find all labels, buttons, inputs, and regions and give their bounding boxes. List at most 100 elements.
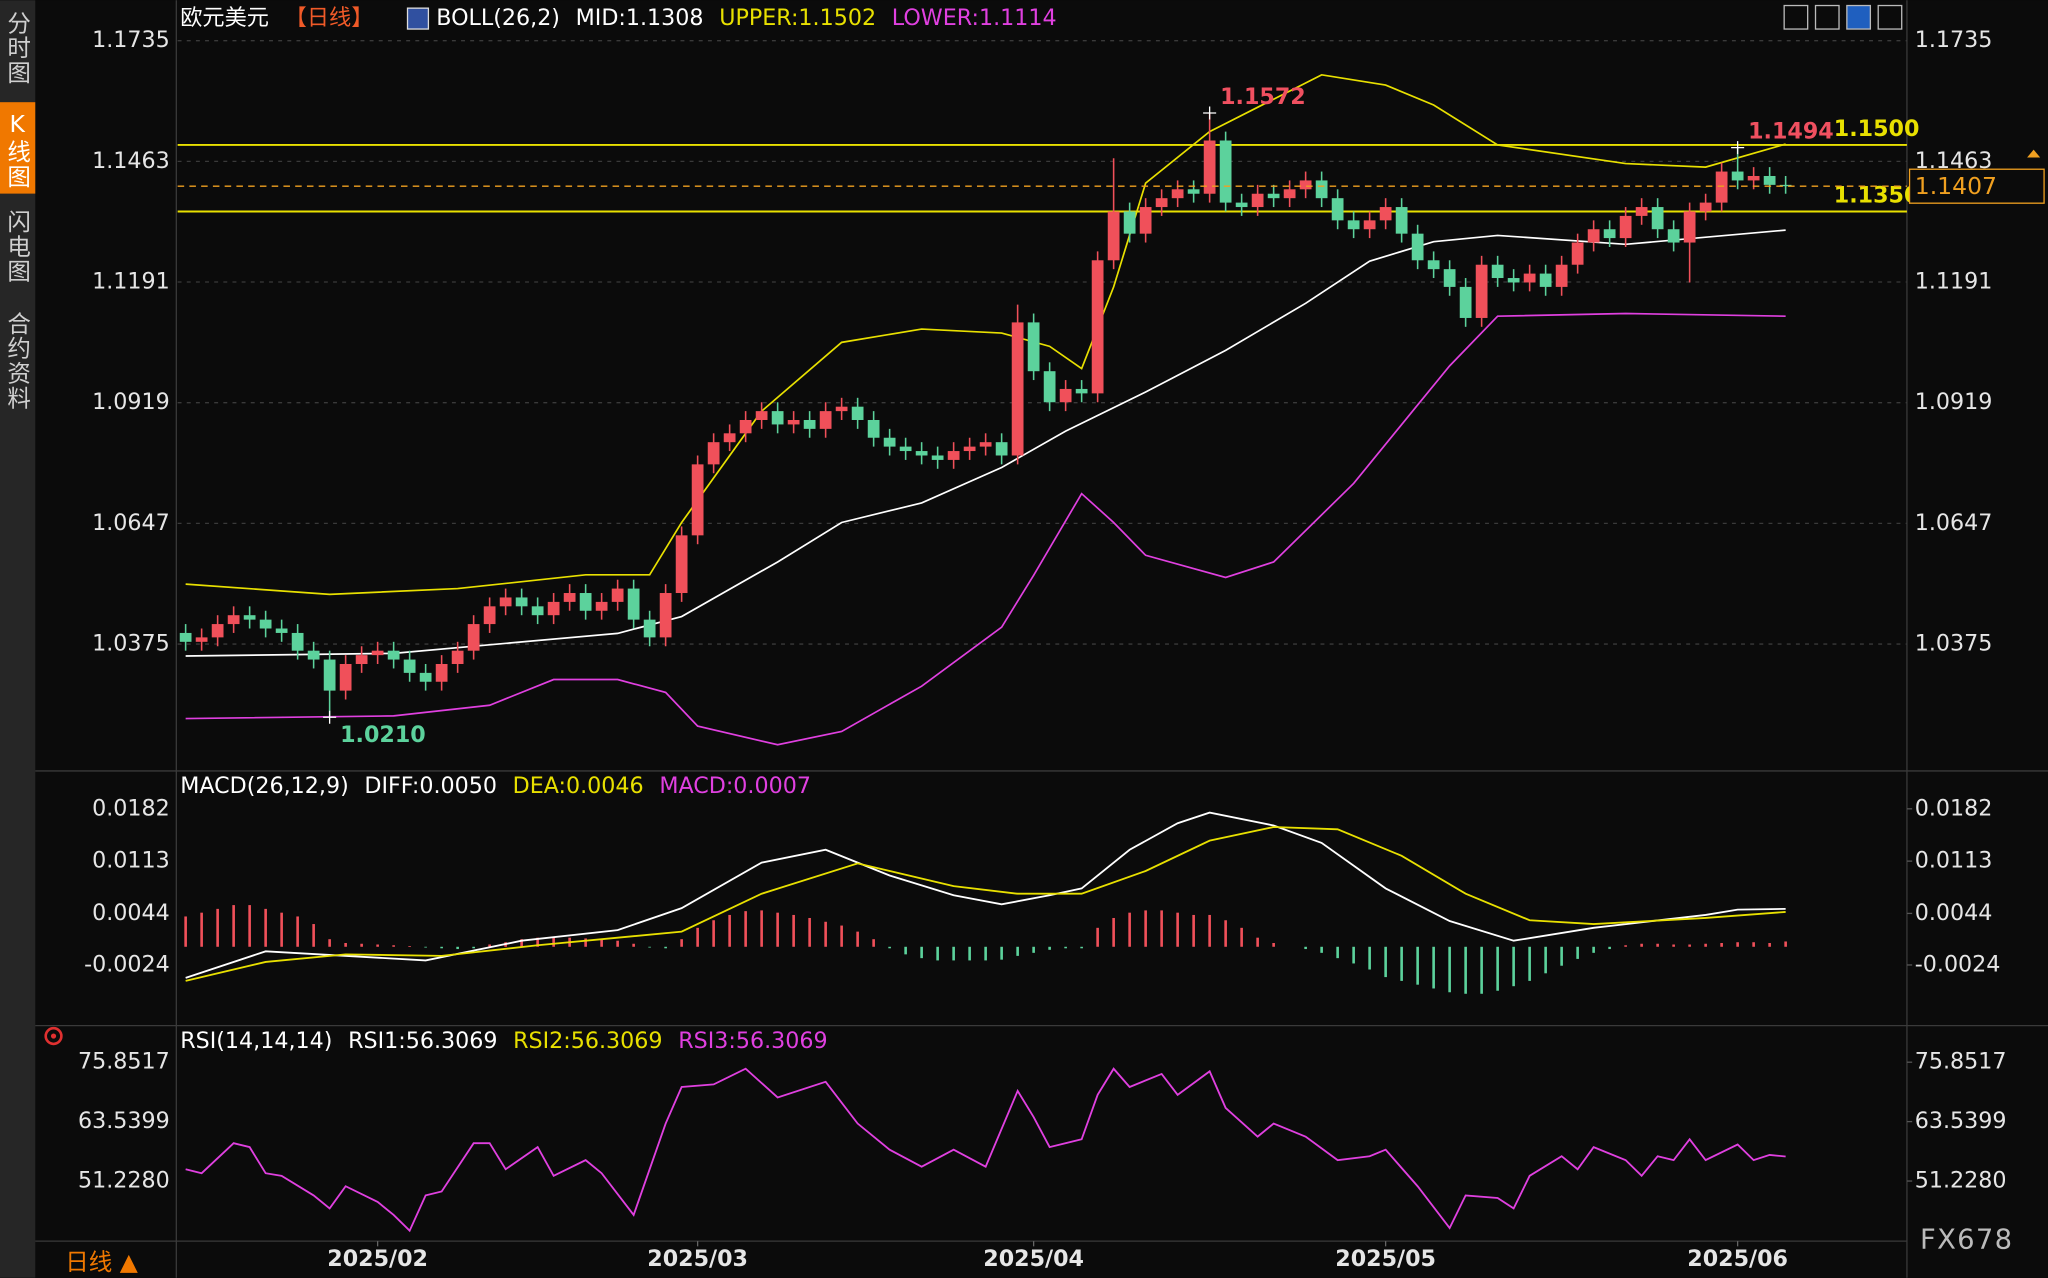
- candle-body: [1043, 371, 1056, 403]
- y-tick-label-right: 1.1191: [1915, 269, 1993, 295]
- sidebar-tab[interactable]: 分时图: [3, 10, 31, 85]
- candle-body: [1715, 171, 1728, 203]
- candle-body: [835, 406, 848, 412]
- candle-body: [515, 597, 528, 607]
- candle-body: [963, 446, 976, 452]
- legend-entry: DIFF:0.0050: [364, 773, 497, 799]
- candle-body: [1507, 278, 1520, 283]
- indicator-title: BOLL(26,2): [436, 5, 560, 31]
- candle-body: [739, 419, 752, 434]
- candle-body: [1731, 171, 1744, 181]
- candle-body: [1363, 220, 1376, 230]
- candle-body: [1603, 229, 1616, 239]
- candle-body: [563, 593, 576, 602]
- brand: FX678: [1920, 1225, 2013, 1256]
- candle-body: [355, 655, 368, 664]
- sidebar-tab[interactable]: 闪电图: [3, 209, 31, 284]
- y-tick-label-right: 75.8517: [1915, 1049, 2007, 1075]
- candle-body: [243, 615, 256, 620]
- candle-body: [387, 650, 400, 660]
- candle-body: [931, 455, 944, 460]
- y-tick-label-right: 1.0647: [1915, 510, 1993, 536]
- sidebar-tab[interactable]: 合约资料: [3, 311, 31, 411]
- candle-body: [339, 663, 352, 691]
- y-tick-label-right: 1.0919: [1915, 389, 1993, 415]
- y-tick-label: 1.0647: [92, 510, 170, 536]
- candle-body: [531, 606, 544, 616]
- candle-body: [771, 411, 784, 425]
- legend-entry: LOWER:1.1114: [892, 5, 1057, 31]
- candle-body: [1091, 260, 1104, 394]
- boll-line: [185, 312, 1786, 746]
- candle-body: [1139, 207, 1152, 234]
- boll-icon: [406, 7, 430, 30]
- candle-body: [403, 659, 416, 673]
- y-tick-label: -0.0024: [84, 951, 170, 977]
- y-tick-label: 0.0044: [92, 900, 170, 926]
- candle-body: [1779, 184, 1792, 187]
- candle-body: [1699, 202, 1712, 212]
- indicator-title: MACD(26,12,9): [180, 773, 349, 799]
- candle-body: [627, 588, 640, 620]
- candle-body: [659, 593, 672, 638]
- rsi-line: [185, 1067, 1786, 1233]
- legend-entry: RSI3:56.3069: [678, 1028, 827, 1054]
- candle-body: [1555, 264, 1568, 287]
- active-tab-bg: [0, 102, 36, 194]
- candle-body: [595, 601, 608, 611]
- y-tick-label-right: 63.5399: [1915, 1108, 2007, 1134]
- tool-icon[interactable]: [1814, 4, 1840, 30]
- current-price-box: [1908, 168, 2045, 204]
- tool-icon[interactable]: [1846, 4, 1872, 30]
- rsi-icon-dot: [50, 1033, 57, 1039]
- candle-body: [1763, 175, 1776, 185]
- candle-body: [1411, 233, 1424, 261]
- candle-body: [1171, 189, 1184, 199]
- candle-body: [755, 411, 768, 420]
- period-selector[interactable]: 日线 ▲: [65, 1248, 138, 1276]
- rsi-icon[interactable]: [44, 1026, 63, 1046]
- candle-body: [371, 650, 384, 656]
- candle-body: [1427, 260, 1440, 270]
- sidebar: [0, 0, 36, 1278]
- legend-entry: MACD:0.0007: [659, 773, 811, 799]
- y-tick-label: 1.1735: [92, 27, 170, 53]
- candle-body: [1491, 264, 1504, 279]
- sidebar-tab[interactable]: K线图: [3, 110, 31, 189]
- y-tick-label: 1.0919: [92, 389, 170, 415]
- candle-body: [1651, 207, 1664, 230]
- candle-body: [995, 442, 1008, 456]
- candle-body: [1523, 273, 1536, 283]
- y-tick-label-right: 51.2280: [1915, 1168, 2007, 1194]
- candle-body: [435, 663, 448, 682]
- candle-body: [675, 535, 688, 594]
- x-tick-label: 2025/05: [1335, 1246, 1436, 1272]
- current-price-label: 1.1407: [1915, 172, 1997, 200]
- candle-body: [1331, 198, 1344, 221]
- candle-body: [867, 419, 880, 438]
- legend-entry: UPPER:1.1502: [719, 5, 876, 31]
- candle-body: [499, 597, 512, 607]
- x-tick-label: 2025/02: [327, 1246, 428, 1272]
- candle-body: [1235, 202, 1248, 208]
- candle-body: [1619, 215, 1632, 239]
- level-label: 1.1500: [1834, 116, 1920, 142]
- extreme-marker: [323, 710, 337, 724]
- tool-icon[interactable]: [1877, 4, 1903, 30]
- candle-body: [1107, 211, 1120, 261]
- candle-body: [467, 624, 480, 651]
- candle-body: [1251, 193, 1264, 208]
- boll-line: [185, 73, 1786, 596]
- candle-body: [1075, 388, 1088, 394]
- y-tick-label: 0.0113: [92, 848, 170, 874]
- candle-body: [1587, 229, 1600, 243]
- candle-body: [1443, 269, 1456, 287]
- candle-body: [275, 628, 288, 633]
- x-tick-label: 2025/04: [983, 1246, 1084, 1272]
- candle-body: [803, 419, 816, 429]
- tool-icon[interactable]: [1783, 4, 1809, 30]
- candle-body: [915, 451, 928, 456]
